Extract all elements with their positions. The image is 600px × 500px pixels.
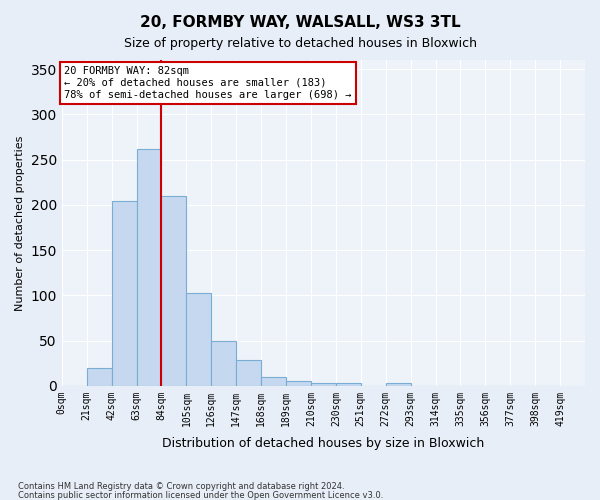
Bar	[87, 368, 112, 386]
Text: 20 FORMBY WAY: 82sqm
← 20% of detached houses are smaller (183)
78% of semi-deta: 20 FORMBY WAY: 82sqm ← 20% of detached h…	[64, 66, 352, 100]
Bar	[261, 376, 286, 386]
Bar	[386, 383, 410, 386]
X-axis label: Distribution of detached houses by size in Bloxwich: Distribution of detached houses by size …	[162, 437, 485, 450]
Text: Contains public sector information licensed under the Open Government Licence v3: Contains public sector information licen…	[18, 490, 383, 500]
Bar	[137, 148, 161, 386]
Text: Size of property relative to detached houses in Bloxwich: Size of property relative to detached ho…	[124, 38, 476, 51]
Bar	[187, 292, 211, 386]
Bar	[311, 383, 336, 386]
Y-axis label: Number of detached properties: Number of detached properties	[15, 135, 25, 310]
Bar	[211, 340, 236, 386]
Bar	[112, 201, 137, 386]
Bar	[236, 360, 261, 386]
Bar	[286, 382, 311, 386]
Text: 20, FORMBY WAY, WALSALL, WS3 3TL: 20, FORMBY WAY, WALSALL, WS3 3TL	[140, 15, 460, 30]
Bar	[336, 383, 361, 386]
Bar	[161, 196, 187, 386]
Text: Contains HM Land Registry data © Crown copyright and database right 2024.: Contains HM Land Registry data © Crown c…	[18, 482, 344, 491]
